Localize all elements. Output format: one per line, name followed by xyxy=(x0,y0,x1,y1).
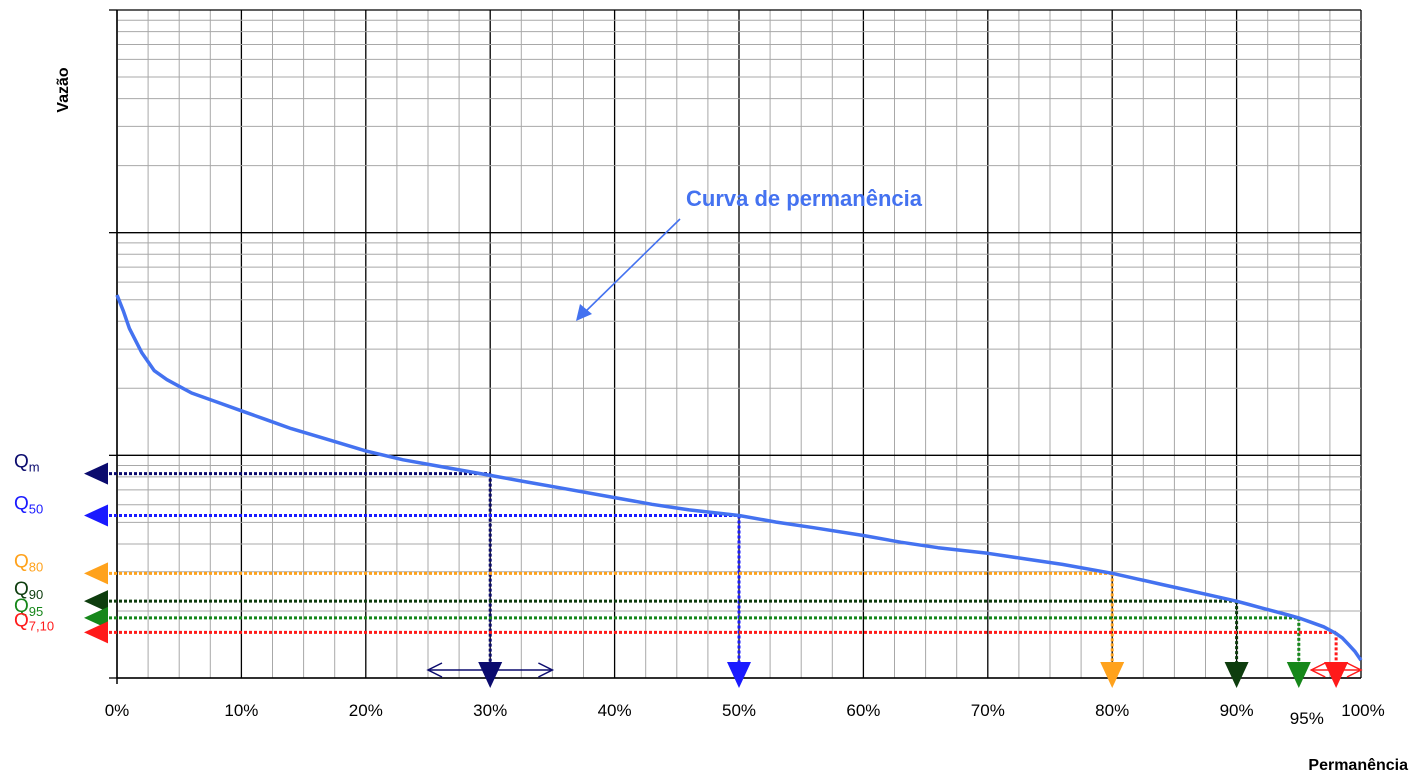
quantile-label-sub: 95 xyxy=(29,604,43,619)
downward-arrowhead xyxy=(1100,662,1125,688)
x-tick-label: 100% xyxy=(1341,701,1384,720)
quantile-label-7-10: Q7,10 xyxy=(14,610,54,633)
x-tick-label: 0% xyxy=(105,701,130,720)
x-tick-label: 40% xyxy=(598,701,632,720)
x-axis-title: Permanência xyxy=(1308,757,1408,773)
arrow-layer xyxy=(84,462,1363,688)
leftward-arrowhead xyxy=(84,504,108,527)
leftward-arrowhead xyxy=(84,590,108,613)
leftward-arrowhead xyxy=(84,621,108,644)
range-arrow-left xyxy=(1309,662,1326,678)
quantile-label-50: Q50 xyxy=(14,493,43,516)
x-tick-label: 60% xyxy=(846,701,880,720)
y-axis-title: Vazão xyxy=(55,67,72,113)
downward-arrowhead xyxy=(1224,662,1249,688)
quantile-label-sub: m xyxy=(29,460,40,475)
quantile-label-sub: 90 xyxy=(29,587,43,602)
range-arrow-right xyxy=(1346,662,1363,678)
curve-annotation-title: Curva de permanência xyxy=(686,186,923,211)
series-layer xyxy=(115,294,1363,662)
x-tick-label: 70% xyxy=(971,701,1005,720)
leftward-arrowhead xyxy=(84,462,108,485)
leftward-arrowhead xyxy=(84,606,108,629)
curve-annotation-pointer xyxy=(581,218,681,316)
x-tick-label: 50% xyxy=(722,701,756,720)
curve-annotation-arrowhead xyxy=(576,304,592,321)
leftward-arrowhead xyxy=(84,562,108,585)
quantile-label-main: Q xyxy=(14,452,29,473)
quantile-label-sub: 80 xyxy=(29,559,43,574)
quantile-label-90: Q90 xyxy=(14,579,43,602)
quantile-label-main: Q xyxy=(14,610,29,631)
quantile-label-main: Q xyxy=(14,579,29,600)
quantile-label-80: Q80 xyxy=(14,551,43,574)
x-tick-label: 80% xyxy=(1095,701,1129,720)
grid xyxy=(109,9,1362,684)
quantile-label-main: Q xyxy=(14,596,29,617)
downward-arrowhead xyxy=(478,662,503,688)
x-tick-labels: 0% 10% 20% 30% 40% 50% 60% 70% 80% 90% 95% 100% xyxy=(105,701,1385,728)
quantile-guides xyxy=(104,472,1338,668)
downward-arrowhead xyxy=(1324,662,1349,688)
range-arrow-right xyxy=(538,662,555,678)
x-tick-label: 20% xyxy=(349,701,383,720)
x-tick-label: 90% xyxy=(1220,701,1254,720)
flow-duration-curve xyxy=(115,294,1363,662)
x-tick-label: 10% xyxy=(224,701,258,720)
x-tick-label: 30% xyxy=(473,701,507,720)
quantile-label-m: Qm xyxy=(14,452,40,475)
range-arrow-left xyxy=(426,662,443,678)
quantile-label-main: Q xyxy=(14,551,29,572)
quantile-label-main: Q xyxy=(14,493,29,514)
x-tick-label: 95% xyxy=(1290,709,1324,728)
quantile-label-sub: 50 xyxy=(29,501,43,516)
downward-arrowhead xyxy=(727,662,751,688)
quantile-label-95: Q95 xyxy=(14,596,43,619)
downward-arrowhead xyxy=(1286,662,1311,688)
quantile-label-sub: 7,10 xyxy=(29,618,54,633)
